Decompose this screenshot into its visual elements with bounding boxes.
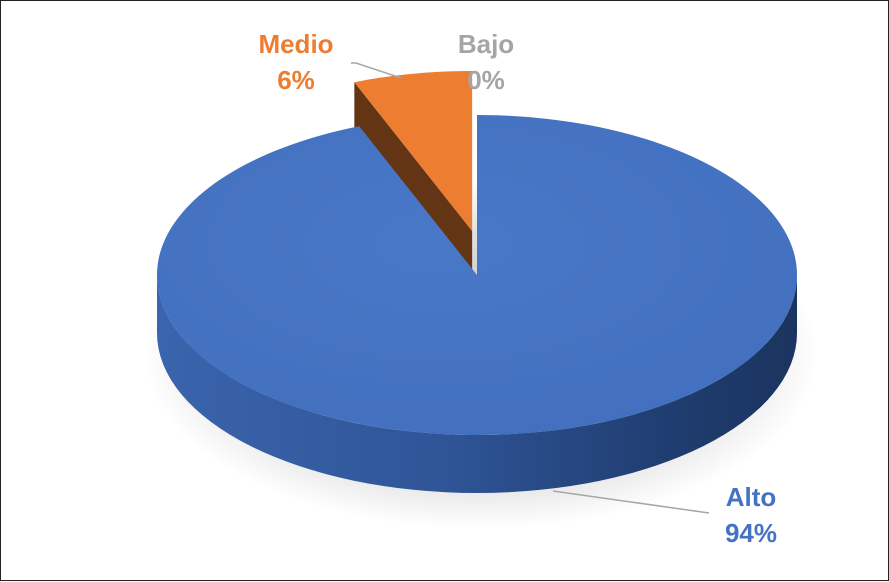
label-bajo-value: 0% [467,65,505,95]
label-alto-name: Alto [726,482,777,512]
label-bajo-name: Bajo [458,29,514,59]
leader-line-alto [552,490,710,514]
slice-alto [156,115,797,435]
slice-alto-side [157,275,797,493]
label-medio-value: 6% [277,65,315,95]
label-alto-value: 94% [725,518,777,548]
label-medio-name: Medio [258,29,333,59]
leader-line-medio [351,62,402,79]
slice-medio [354,70,473,231]
